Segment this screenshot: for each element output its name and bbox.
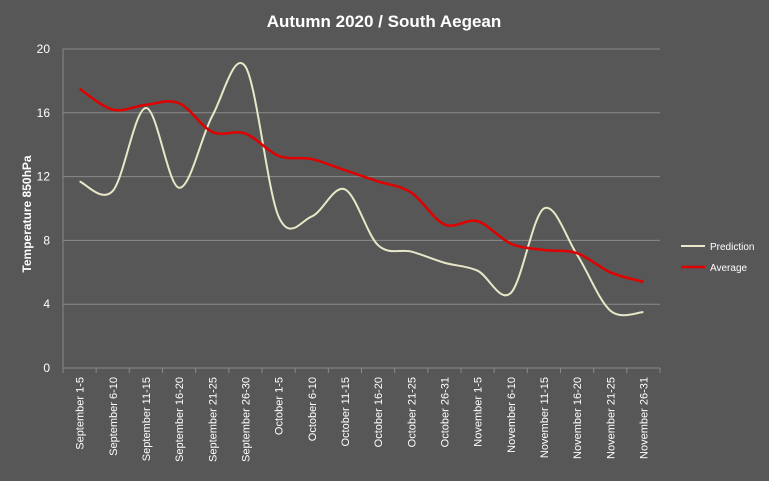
- y-axis-label: Temperature 850hPa: [20, 155, 34, 272]
- x-tick-label: October 26-31: [439, 377, 451, 447]
- x-tick-label: October 21-25: [406, 377, 418, 447]
- x-tick-labels: September 1-5 September 6-10 September 11-…: [75, 377, 651, 462]
- x-tick-label: October 6-10: [307, 377, 319, 441]
- x-tick-label: November 1-5: [473, 377, 485, 447]
- y-tick-label: 20: [37, 42, 51, 56]
- y-tick-label: 8: [43, 233, 50, 247]
- y-tick-label: 0: [43, 361, 50, 375]
- gridlines: [62, 48, 661, 373]
- x-tick-label: October 11-15: [340, 377, 352, 447]
- y-tick-label: 12: [37, 170, 51, 184]
- x-tick-label: October 1-5: [274, 377, 286, 435]
- x-tick-label: November 11-15: [539, 377, 551, 458]
- x-tick-label: November 21-25: [605, 377, 617, 459]
- x-tick-label: September 1-5: [75, 377, 87, 450]
- x-tick-label: November 16-20: [572, 377, 584, 459]
- x-tick-label: November 26-31: [638, 377, 650, 459]
- x-tick-label: September 11-15: [141, 377, 153, 461]
- x-tick-label: October 16-20: [373, 377, 385, 447]
- legend-label-average: Average: [710, 263, 748, 274]
- x-tick-label: September 6-10: [108, 377, 120, 456]
- x-tick-label: September 16-20: [174, 377, 186, 462]
- series-lines: [78, 62, 644, 317]
- chart-title: Autumn 2020 / South Aegean: [267, 12, 502, 31]
- x-tick-label: November 6-10: [506, 377, 518, 453]
- series-line-average: [78, 87, 644, 284]
- x-tick-label: September 21-25: [207, 377, 219, 462]
- y-tick-label: 4: [43, 297, 50, 311]
- y-tick-labels: 0 4 8 12 16 20: [37, 42, 51, 375]
- x-tick-label: September 26-30: [240, 377, 252, 462]
- series-line-prediction: [79, 62, 644, 317]
- legend: Prediction Average: [681, 242, 754, 274]
- y-tick-label: 16: [37, 106, 51, 120]
- legend-label-prediction: Prediction: [710, 242, 754, 253]
